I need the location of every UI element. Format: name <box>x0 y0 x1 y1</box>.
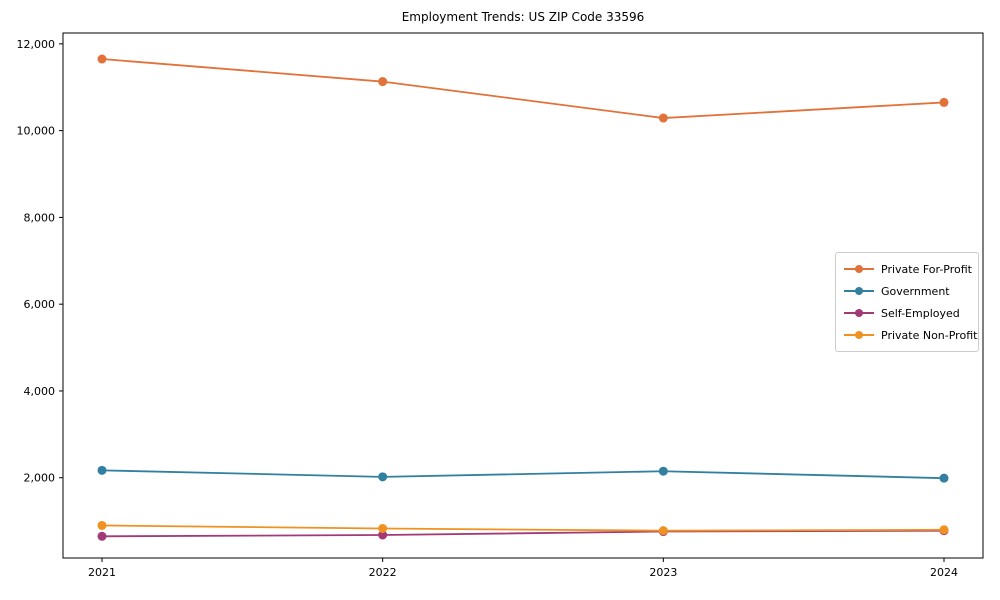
y-tick-label: 8,000 <box>24 211 56 224</box>
x-tick-label: 2022 <box>369 566 397 579</box>
x-tick-label: 2024 <box>930 566 958 579</box>
legend-swatch-icon <box>844 308 874 318</box>
data-point-self-employed <box>97 531 107 541</box>
legend-item: Private For-Profit <box>844 258 972 280</box>
y-tick-label: 12,000 <box>17 38 56 51</box>
legend-item: Government <box>844 280 970 302</box>
series-line-private-non-profit <box>101 524 945 532</box>
data-point-private-non-profit <box>378 523 388 533</box>
legend-swatch-icon <box>844 330 874 340</box>
data-point-government <box>658 466 668 476</box>
y-tick-label: 4,000 <box>24 385 56 398</box>
data-point-private-for-profit <box>97 54 107 64</box>
legend-item: Self-Employed <box>844 302 970 324</box>
data-point-private-for-profit <box>939 97 949 107</box>
data-point-private-non-profit <box>939 525 949 535</box>
series-line-self-employed <box>101 529 945 538</box>
series-line-private-for-profit <box>101 58 945 119</box>
data-point-private-non-profit <box>97 520 107 530</box>
legend-label: Private Non-Profit <box>881 328 978 342</box>
plot-border <box>62 32 984 559</box>
x-tick-label: 2023 <box>649 566 677 579</box>
data-point-government <box>97 465 107 475</box>
y-tick-label: 10,000 <box>17 125 56 138</box>
legend-label: Self-Employed <box>881 306 960 320</box>
legend-label: Private For-Profit <box>881 262 972 276</box>
series-line-government <box>101 469 945 480</box>
legend: Private For-Profit Government Self-Employe… <box>835 252 979 352</box>
y-tick-label: 6,000 <box>24 298 56 311</box>
legend-swatch-icon <box>844 264 874 274</box>
data-point-private-for-profit <box>658 113 668 123</box>
y-tick-label: 2,000 <box>24 472 56 485</box>
data-point-government <box>378 472 388 482</box>
data-point-government <box>939 473 949 483</box>
x-tick-label: 2021 <box>88 566 116 579</box>
legend-item: Private Non-Profit <box>844 324 977 346</box>
legend-label: Government <box>881 284 950 298</box>
chart-title: Employment Trends: US ZIP Code 33596 <box>401 10 645 24</box>
legend-swatch-icon <box>844 286 874 296</box>
data-point-private-for-profit <box>378 77 388 87</box>
data-point-private-non-profit <box>658 526 668 536</box>
data-point-self-employed <box>378 530 388 540</box>
